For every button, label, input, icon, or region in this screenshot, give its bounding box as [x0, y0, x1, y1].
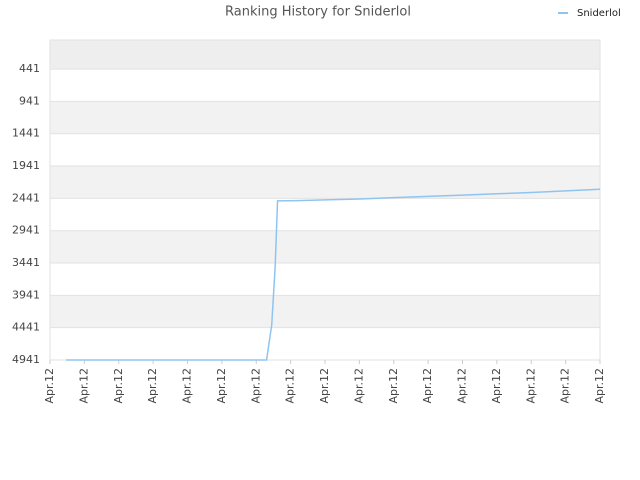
grid-band — [50, 263, 600, 296]
y-tick-label: 4941 — [12, 353, 40, 366]
x-tick-label: Apr.12 — [593, 368, 606, 404]
x-tick-label: Apr.12 — [215, 368, 228, 404]
x-tick-label: Apr.12 — [318, 368, 331, 404]
grid-band — [50, 133, 600, 167]
x-tick-label: Apr.12 — [387, 368, 400, 404]
y-tick-label: 2941 — [12, 224, 40, 237]
y-tick-label: 4441 — [12, 321, 40, 334]
x-tick-label: Apr.12 — [77, 368, 90, 404]
grid-band — [50, 101, 600, 134]
x-tick-label: Apr.12 — [43, 368, 56, 404]
legend-label: Sniderlol — [577, 8, 621, 19]
x-tick-label: Apr.12 — [181, 368, 194, 404]
grid-band — [50, 69, 600, 102]
y-tick-label: 2441 — [12, 191, 40, 204]
x-tick-label: Apr.12 — [559, 368, 572, 404]
y-tick-label: 1441 — [12, 127, 40, 140]
chart-title: Ranking History for Sniderlol — [225, 5, 411, 20]
x-tick-label: Apr.12 — [490, 368, 503, 404]
grid-band — [50, 198, 600, 231]
x-tick-label: Apr.12 — [352, 368, 365, 404]
x-tick-label: Apr.12 — [284, 368, 297, 404]
grid-band — [50, 295, 600, 328]
grid-band — [50, 230, 600, 264]
y-tick-label: 3941 — [12, 288, 40, 301]
grid-band — [50, 40, 600, 70]
x-tick-label: Apr.12 — [249, 368, 262, 404]
y-tick-label: 3441 — [12, 256, 40, 269]
series-line — [66, 188, 601, 361]
grid-band — [50, 327, 600, 360]
x-tick-label: Apr.12 — [524, 368, 537, 404]
x-tick-label: Apr.12 — [112, 368, 125, 404]
x-tick-label: Apr.12 — [146, 368, 159, 404]
y-tick-label: 1941 — [12, 159, 40, 172]
x-tick-label: Apr.12 — [456, 368, 469, 404]
x-tick-label: Apr.12 — [421, 368, 434, 404]
y-tick-label: 441 — [19, 62, 40, 75]
y-tick-label: 941 — [19, 94, 40, 107]
